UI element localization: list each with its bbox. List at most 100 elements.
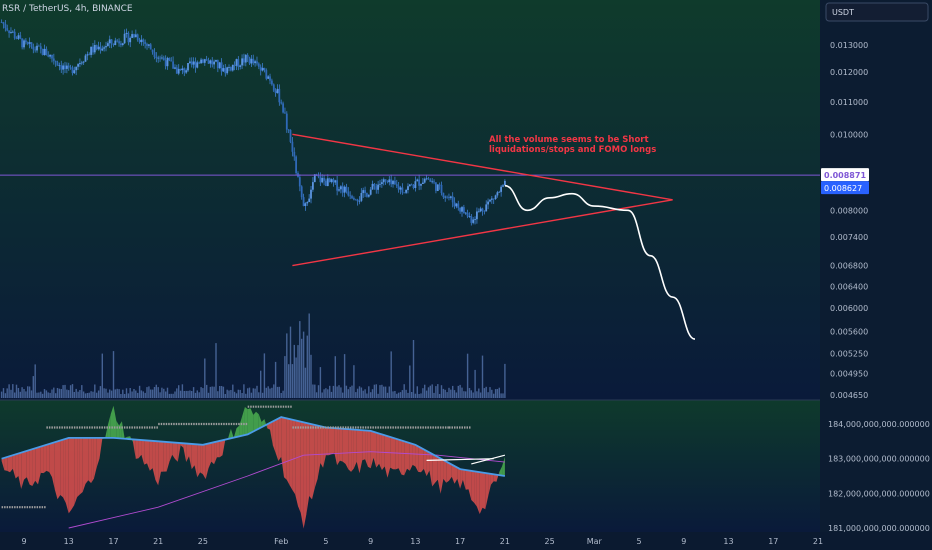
bear-fill <box>323 426 326 468</box>
candle <box>73 66 76 74</box>
bear-fill <box>155 441 159 486</box>
bear-fill <box>208 442 212 469</box>
volume-bar <box>304 367 307 398</box>
time-tick-label: 17 <box>108 537 118 546</box>
candle <box>390 174 393 188</box>
candle <box>211 57 214 68</box>
triangle-upper-line[interactable] <box>292 133 673 201</box>
volume-bar <box>239 389 241 398</box>
candle <box>431 178 434 184</box>
candle <box>412 184 415 190</box>
volume-bar <box>75 388 77 398</box>
bear-fill <box>275 418 279 461</box>
volume-bar <box>219 386 221 398</box>
candle <box>103 45 105 52</box>
volume-bar <box>77 391 79 398</box>
bear-fill <box>407 442 410 471</box>
candle <box>75 66 78 76</box>
candle <box>32 43 35 54</box>
volume-bar <box>416 386 418 398</box>
volume-bar <box>27 386 29 398</box>
price-projection-path[interactable] <box>504 184 696 340</box>
volume-bar <box>377 393 379 398</box>
annotation-line-1[interactable]: All the volume seems to be Short <box>489 135 649 145</box>
candle <box>408 184 411 187</box>
symmetrical-triangle[interactable] <box>292 133 673 267</box>
indicator-trendline[interactable] <box>426 458 494 461</box>
indicator-axis[interactable]: 184,000,000,000.000000 183,000,000,000.00… <box>828 420 930 533</box>
volume-bar <box>349 386 351 398</box>
bear-fill <box>38 446 41 485</box>
volume-bar <box>170 393 172 398</box>
volume-bar <box>127 393 130 398</box>
candle <box>358 196 361 205</box>
currency-button[interactable]: USDT <box>825 2 929 22</box>
candle <box>423 177 426 184</box>
volume-bar <box>295 357 297 398</box>
volume-bar <box>142 391 144 398</box>
volume-bar <box>107 392 109 398</box>
volume-bar <box>483 388 486 398</box>
candle <box>433 179 435 185</box>
volume-bar <box>418 394 420 398</box>
candle <box>367 194 370 198</box>
candle <box>395 179 398 188</box>
volume-bar <box>0 391 3 398</box>
bear-fill <box>57 440 61 500</box>
volume-bar <box>261 392 264 398</box>
bear-fill <box>71 437 75 510</box>
candle <box>338 186 340 192</box>
candle <box>282 101 284 114</box>
volume-bar <box>207 392 210 398</box>
volume-bar <box>55 393 57 398</box>
candle <box>485 200 488 212</box>
candle <box>448 193 450 201</box>
indicator-trendline[interactable] <box>471 454 506 465</box>
time-axis[interactable]: 9 13 17 21 25 Feb 5 9 13 17 21 25 Mar 5 9 13 17 21 <box>21 537 823 546</box>
volume-bar <box>373 384 376 398</box>
price-tick-label: 0.004950 <box>830 370 868 379</box>
candle <box>254 59 256 67</box>
volume-bar <box>112 351 115 398</box>
candle <box>28 37 31 49</box>
candle <box>47 51 50 58</box>
candle <box>174 64 176 70</box>
currency-button-label: USDT <box>832 8 854 17</box>
price-tick-label: 0.006000 <box>830 304 868 313</box>
bull-fill <box>236 425 240 437</box>
candle <box>407 183 409 194</box>
candle <box>351 194 353 199</box>
bear-fill <box>35 447 38 485</box>
volume-bar <box>291 364 294 398</box>
bear-fill <box>457 467 461 489</box>
price-axis[interactable]: 0.013000 0.012000 0.011000 0.010000 0.008000… <box>830 41 868 400</box>
candle <box>93 40 96 55</box>
bear-fill <box>404 441 407 476</box>
candle <box>422 178 424 184</box>
candle <box>15 36 18 40</box>
volume-bar <box>342 392 344 398</box>
symbol-title[interactable]: RSR / TetherUS, 4h, BINANCE <box>2 4 133 14</box>
candle <box>54 60 57 67</box>
volume-bar <box>301 338 303 398</box>
bear-fill <box>211 442 215 465</box>
triangle-lower-line[interactable] <box>292 199 673 267</box>
candle <box>278 84 281 106</box>
bull-fill <box>250 408 254 433</box>
candle <box>226 66 229 75</box>
candle <box>148 43 150 49</box>
volume-bar <box>461 387 463 398</box>
bear-fill <box>12 454 16 479</box>
volume-bar <box>278 386 280 398</box>
candle <box>272 83 275 92</box>
candle <box>474 216 476 225</box>
bull-fill <box>228 428 231 439</box>
volume-bar <box>364 389 366 398</box>
volume-bar <box>215 343 217 398</box>
bear-fill <box>367 430 371 469</box>
volume-bar <box>450 389 452 398</box>
annotation-line-2[interactable]: liquidations/stops and FOMO longs <box>489 145 656 155</box>
price-tick-label: 0.010000 <box>830 130 868 139</box>
bear-fill <box>40 445 44 474</box>
